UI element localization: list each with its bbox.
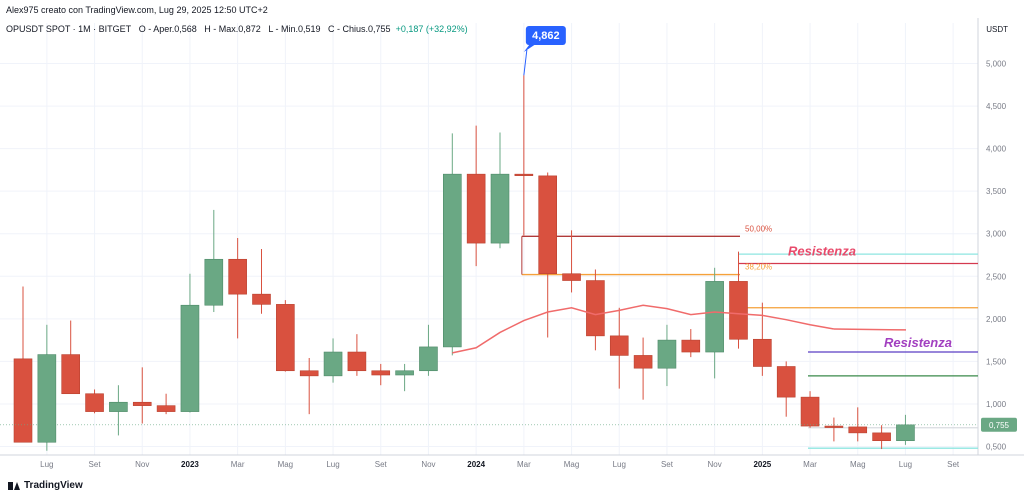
x-tick-label: Mar [803, 460, 817, 469]
candle-body [395, 370, 414, 376]
candle-body [538, 175, 558, 275]
x-tick-label: 2025 [753, 460, 771, 469]
x-tick-label: Mar [231, 460, 245, 469]
x-tick-label: Lug [613, 460, 626, 469]
high-callout-pointer [523, 49, 528, 76]
x-tick-label: 2024 [467, 460, 485, 469]
candle-body [681, 339, 701, 353]
close-value: C - Chius.0,755 [328, 24, 391, 34]
candle-body [132, 401, 152, 406]
x-tick-label: Mar [517, 460, 531, 469]
x-tick-label: Set [89, 460, 102, 469]
open-value: O - Aper.0,568 [138, 24, 197, 34]
x-tick-label: Lug [326, 460, 339, 469]
high-value: H - Max.0,872 [204, 24, 261, 34]
candle-body [323, 351, 343, 377]
candle-body [800, 396, 820, 427]
y-tick-label: 5,000 [986, 60, 1007, 69]
candle-body [514, 173, 534, 176]
brand-name: TradingView [24, 480, 83, 491]
candle-body [228, 258, 247, 295]
symbol-legend: OPUSDT SPOT · 1M · BITGET O - Aper.0,568… [6, 24, 468, 34]
x-tick-label: Set [661, 460, 674, 469]
high-callout-box [525, 26, 566, 45]
candle-body [490, 173, 510, 244]
candle-body [586, 280, 605, 337]
y-tick-label: 0,500 [986, 442, 1007, 451]
candle-body [872, 432, 891, 442]
candle-body [442, 173, 462, 348]
candle-body [776, 366, 796, 398]
candle-body [705, 281, 724, 353]
plot-area [0, 23, 978, 455]
y-tick-label: 3,500 [986, 187, 1007, 196]
resistance-label-2: Resistenza [884, 335, 952, 350]
low-value: L - Min.0,519 [268, 24, 321, 34]
x-tick-label: Lug [899, 460, 912, 469]
tradingview-logo-icon [8, 481, 20, 490]
x-tick-label: Mag [278, 460, 294, 469]
x-tick-label: Set [375, 460, 388, 469]
y-tick-label: 4,500 [986, 102, 1007, 111]
candle-body [180, 304, 200, 412]
candle-body [61, 354, 81, 395]
x-tick-label: Nov [421, 460, 435, 469]
y-tick-label: 1,500 [986, 357, 1007, 366]
change-value: +0,187 (+32,92%) [395, 24, 468, 34]
y-tick-label: 2,500 [986, 272, 1007, 281]
candle-body [633, 355, 653, 369]
candle-body [13, 358, 33, 443]
x-tick-label: Mag [564, 460, 580, 469]
last-price-tag [981, 417, 1017, 432]
candle-body [276, 304, 295, 372]
moving-average-line [452, 304, 835, 354]
candle-body [371, 370, 391, 376]
candle-body [204, 258, 224, 306]
y-tick-label: 3,000 [986, 230, 1007, 239]
candle-body [562, 273, 581, 281]
resistance-label-1: Resistenza [788, 244, 856, 259]
candle-body [156, 405, 176, 412]
candle-body [657, 339, 677, 369]
candle-body [347, 351, 367, 372]
currency-label: USDT [986, 25, 1008, 34]
y-tick-label: 4,000 [986, 145, 1007, 154]
last-price-label: 0,755 [989, 421, 1010, 430]
x-tick-label: Nov [135, 460, 149, 469]
y-tick-label: 1,000 [986, 400, 1007, 409]
moving-average-tail [833, 328, 907, 331]
x-tick-label: Nov [708, 460, 722, 469]
high-callout-label: 4,862 [532, 30, 560, 42]
candle-body [466, 173, 486, 244]
fib-50-label: 50,00% [745, 224, 772, 233]
candle-body [252, 293, 271, 305]
candle-body [753, 338, 772, 367]
x-tick-label: 2023 [181, 460, 199, 469]
candle-body [848, 426, 868, 434]
candle-body [824, 425, 844, 428]
x-tick-label: Mag [850, 460, 866, 469]
candle-body [609, 335, 629, 356]
tradingview-brand[interactable]: TradingView [8, 480, 83, 491]
x-tick-label: Set [947, 460, 960, 469]
y-tick-label: 2,000 [986, 315, 1007, 324]
high-callout-tail [523, 44, 536, 52]
candle-body [85, 393, 104, 412]
candle-body [299, 370, 319, 377]
candle-body [729, 281, 748, 340]
attribution-text: Alex975 creato con TradingView.com, Lug … [6, 5, 268, 15]
fib-382-label: 38,20% [745, 263, 772, 272]
candle-body [896, 424, 915, 442]
candle-body [419, 346, 438, 372]
candle-body [109, 401, 128, 412]
symbol-name[interactable]: OPUSDT SPOT · 1M · BITGET [6, 24, 132, 34]
candle-body [37, 354, 57, 443]
x-tick-label: Lug [40, 460, 53, 469]
